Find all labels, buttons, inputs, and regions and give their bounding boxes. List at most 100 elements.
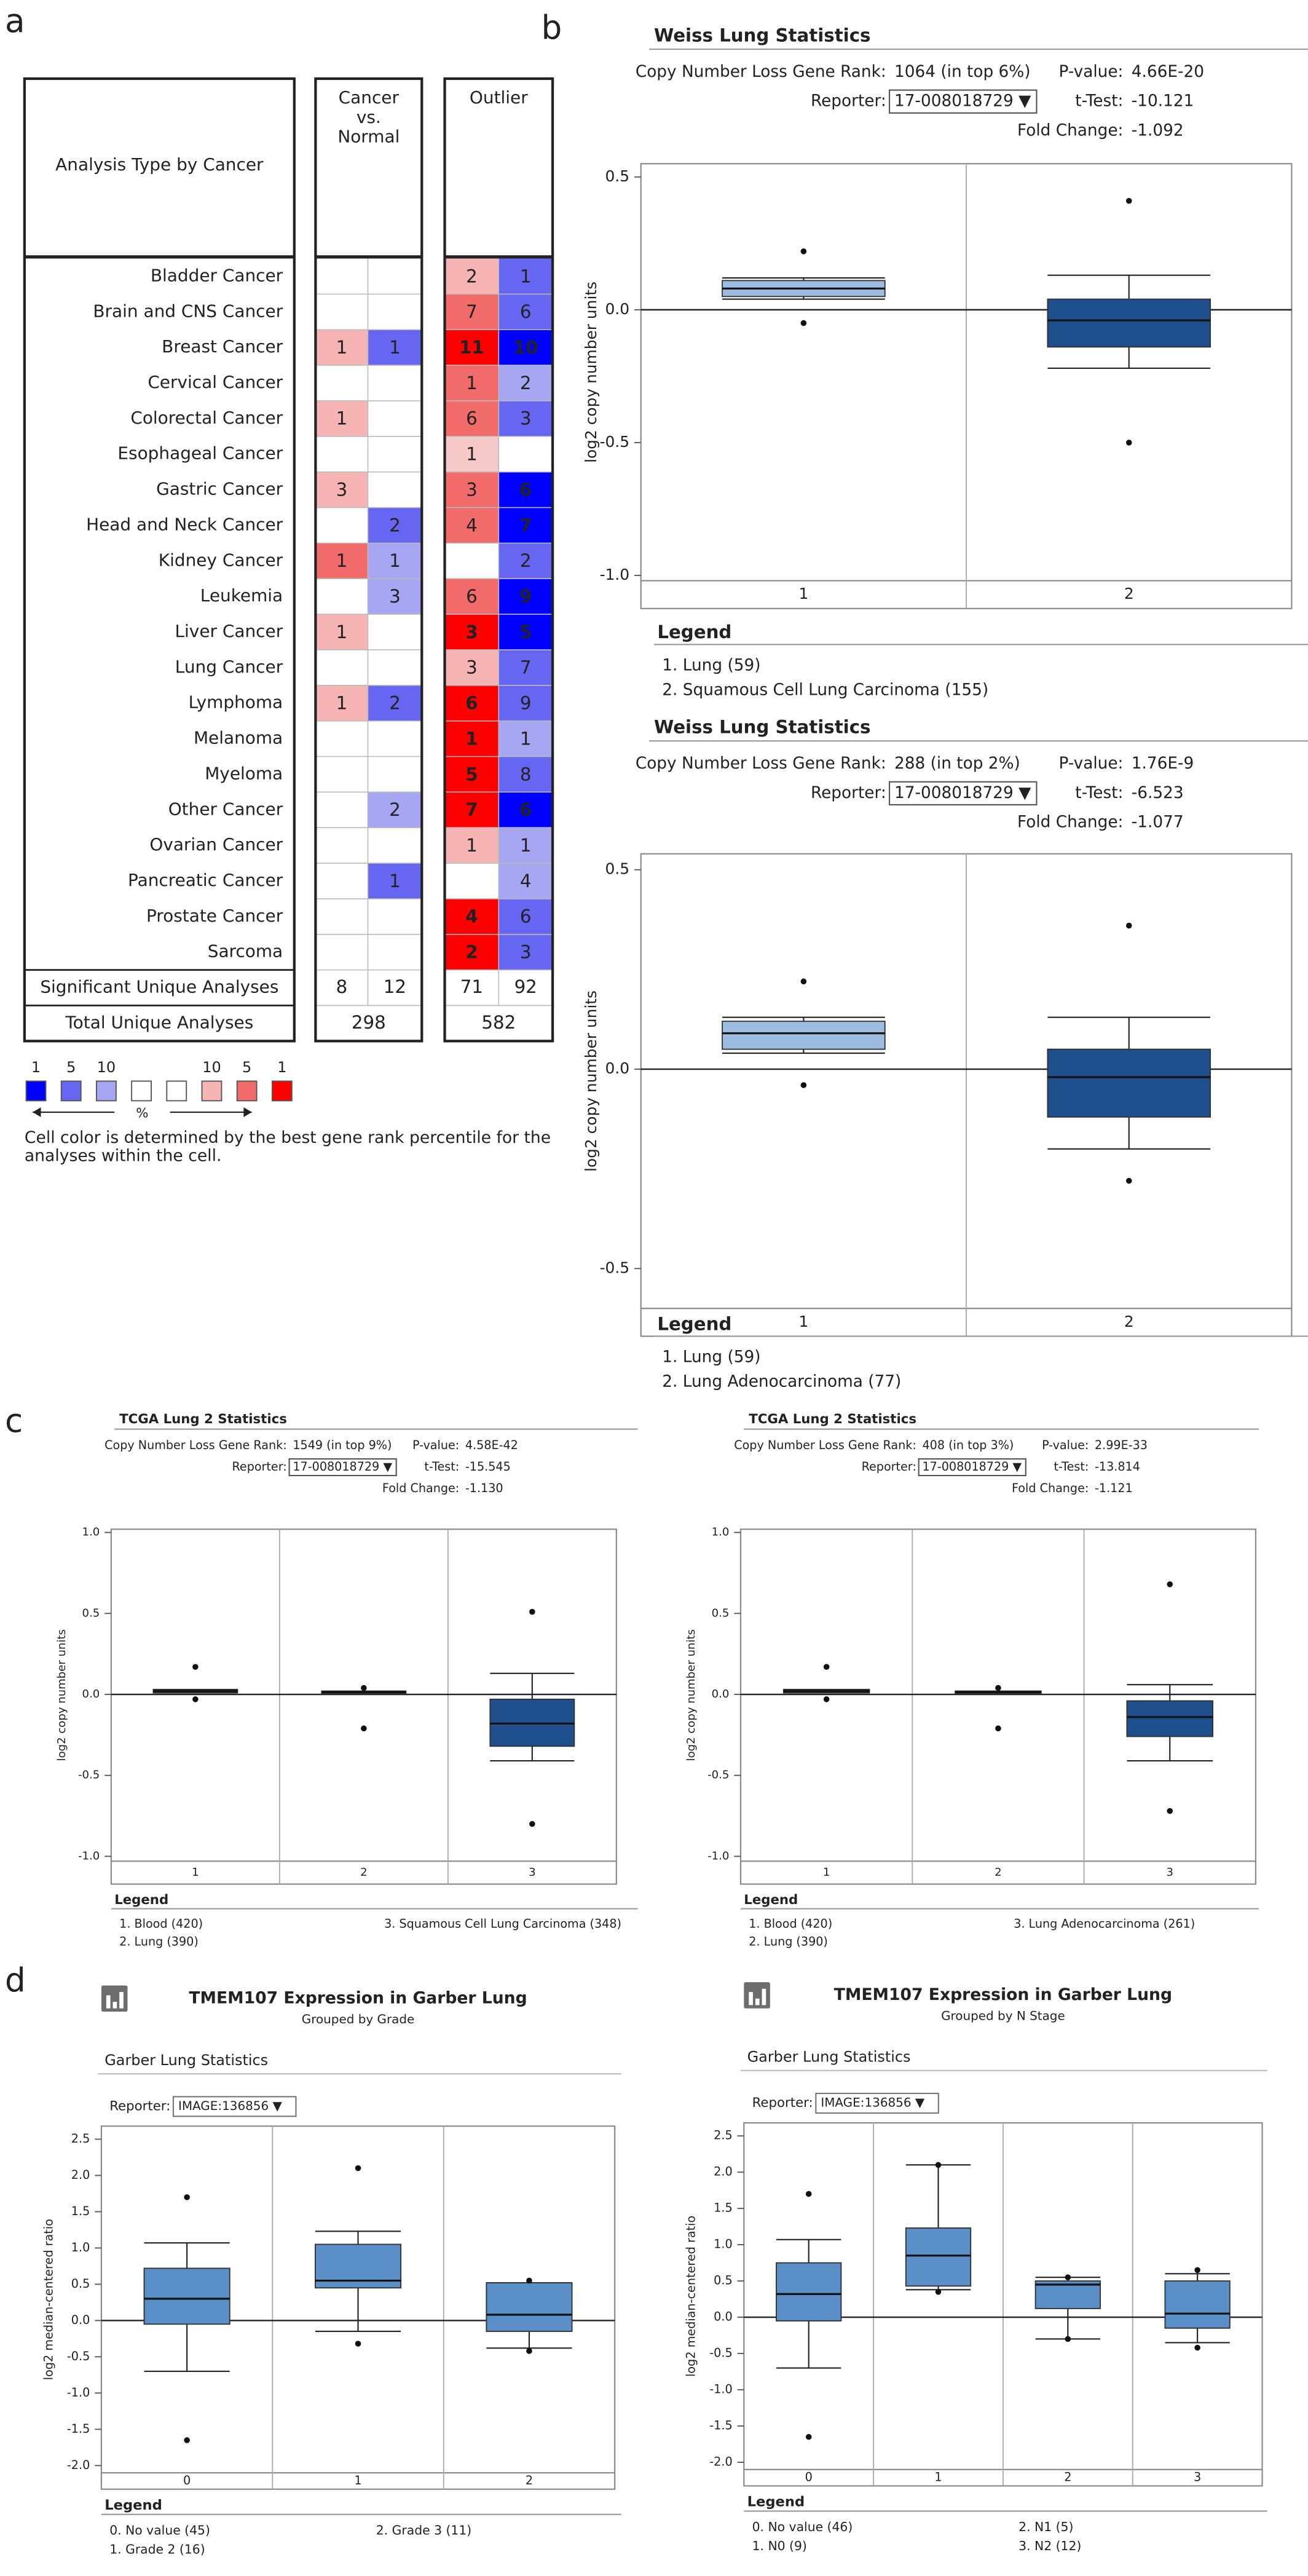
heat-cell — [498, 792, 553, 828]
cancer-name[interactable]: Breast Cancer — [162, 336, 283, 357]
cell-value: 3 — [336, 479, 348, 500]
legend-entry: 1. Lung (59) — [662, 1348, 760, 1367]
cell-value: 3 — [465, 622, 478, 642]
box — [905, 2227, 972, 2287]
cancer-name[interactable]: Leukemia — [200, 585, 283, 606]
heat-cell — [444, 898, 499, 934]
legend-entry: 2. Lung (390) — [749, 1934, 828, 1948]
cancer-name[interactable]: Head and Neck Cancer — [86, 514, 283, 534]
legend-title: Legend — [114, 1892, 168, 1908]
reporter-select[interactable] — [288, 1458, 397, 1477]
outlier — [935, 2162, 942, 2168]
legend-swatch — [201, 1080, 223, 1102]
cell-value: 1 — [520, 266, 532, 286]
outlier — [995, 1685, 1001, 1691]
cancer-name[interactable]: Esophageal Cancer — [117, 443, 283, 464]
column-frame — [23, 77, 296, 1043]
heat-cell — [498, 543, 553, 579]
outlier — [355, 2165, 361, 2171]
cell-value: 4 — [520, 871, 532, 891]
cancer-name[interactable]: Lymphoma — [189, 692, 283, 713]
summary-label: Significant Unique Analyses — [40, 977, 278, 997]
stat-label: P-value: — [412, 1438, 459, 1452]
panel-label: b — [541, 9, 562, 47]
x-tick-label: 2 — [1124, 585, 1134, 603]
outlier — [184, 2194, 190, 2200]
legend-swatch — [236, 1080, 258, 1102]
legend-entry: 2. Squamous Cell Lung Carcinoma (155) — [662, 681, 988, 699]
cancer-name[interactable]: Other Cancer — [168, 799, 283, 819]
panel-label: d — [5, 1961, 26, 1999]
cancer-name[interactable]: Sarcoma — [208, 941, 283, 962]
cancer-name[interactable]: Liver Cancer — [175, 621, 283, 641]
y-tick-label: 0.0 — [605, 1059, 630, 1077]
outlier — [1125, 197, 1132, 204]
reporter-label: Reporter: — [862, 1460, 916, 1474]
reporter-select[interactable] — [815, 2092, 939, 2114]
cell-value: 1 — [520, 835, 532, 856]
outlier — [1167, 1808, 1173, 1814]
stat-value: -15.545 — [465, 1460, 511, 1474]
cell-value: 5 — [465, 764, 478, 784]
cancer-name[interactable]: Kidney Cancer — [159, 550, 283, 570]
cancer-name[interactable]: Prostate Cancer — [146, 906, 283, 926]
y-tick-label: 0.0 — [82, 1688, 100, 1701]
cancer-name[interactable]: Pancreatic Cancer — [128, 870, 283, 890]
stat-label: P-value: — [1059, 63, 1124, 81]
heat-cell — [498, 685, 553, 721]
cancer-name[interactable]: Lung Cancer — [175, 657, 283, 677]
stat-value: 1.76E-9 — [1132, 754, 1194, 773]
cancer-name[interactable]: Myeloma — [205, 763, 283, 783]
reporter-select[interactable] — [888, 89, 1038, 114]
reporter-value: 17-008018729 ▼ — [922, 1460, 1022, 1474]
cancer-name[interactable]: Bladder Cancer — [151, 265, 283, 285]
outlier — [192, 1696, 199, 1702]
outlier — [800, 248, 807, 255]
cell-value: 3 — [466, 657, 478, 678]
x-tick-label: 2 — [1124, 1313, 1134, 1330]
y-axis-label: log2 copy number units — [685, 1629, 698, 1761]
legend-title: Legend — [104, 2497, 162, 2513]
reporter-select[interactable] — [918, 1458, 1026, 1477]
cancer-name[interactable]: Cervical Cancer — [148, 372, 283, 392]
outlier — [935, 2289, 942, 2295]
heat-cell — [498, 649, 553, 685]
reporter-select[interactable] — [172, 2096, 297, 2117]
cancer-name[interactable]: Ovarian Cancer — [149, 834, 283, 855]
cancer-name[interactable]: Gastric Cancer — [156, 479, 283, 499]
y-tick-label: -2.0 — [67, 2458, 90, 2472]
y-tick-label: 0.5 — [714, 2274, 733, 2288]
cell-value: 2 — [389, 799, 401, 820]
panel-label: a — [5, 2, 25, 40]
reporter-select[interactable] — [888, 781, 1038, 806]
y-tick-label: 2.5 — [714, 2128, 733, 2143]
y-tick-label: 0.0 — [712, 1688, 730, 1701]
outlier — [184, 2437, 190, 2443]
legend-swatch — [60, 1080, 82, 1102]
stat-label: Copy Number Loss Gene Rank: — [734, 1438, 916, 1452]
y-tick-label: 2.5 — [71, 2132, 90, 2146]
y-tick-label: -0.5 — [67, 2349, 90, 2363]
y-tick-label: -1.0 — [709, 2382, 732, 2396]
legend-label: 10 — [97, 1059, 116, 1076]
cell-value: 1 — [336, 337, 348, 358]
legend-entry: 1. N0 (9) — [752, 2538, 807, 2553]
heat-cell — [444, 365, 499, 401]
x-tick-label: 2 — [995, 1866, 1002, 1879]
legend-entry: 0. No value (45) — [109, 2523, 210, 2537]
cancer-name[interactable]: Colorectal Cancer — [130, 408, 283, 428]
reporter-value: 17-008018729 ▼ — [293, 1460, 392, 1474]
cancer-name[interactable]: Melanoma — [194, 728, 283, 748]
reporter-label: Reporter: — [752, 2095, 813, 2111]
outlier — [1125, 440, 1132, 446]
heat-cell — [498, 472, 553, 508]
cell-value: 5 — [519, 622, 532, 642]
box — [722, 1021, 886, 1050]
cancer-name[interactable]: Brain and CNS Cancer — [93, 301, 283, 321]
legend-unit: % — [136, 1106, 148, 1121]
stat-label: Copy Number Loss Gene Rank: — [636, 754, 886, 773]
heat-cell — [444, 400, 499, 437]
y-tick-label: 1.0 — [71, 2240, 90, 2254]
x-tick-label: 1 — [934, 2470, 942, 2484]
y-tick-label: 0.5 — [71, 2277, 90, 2291]
